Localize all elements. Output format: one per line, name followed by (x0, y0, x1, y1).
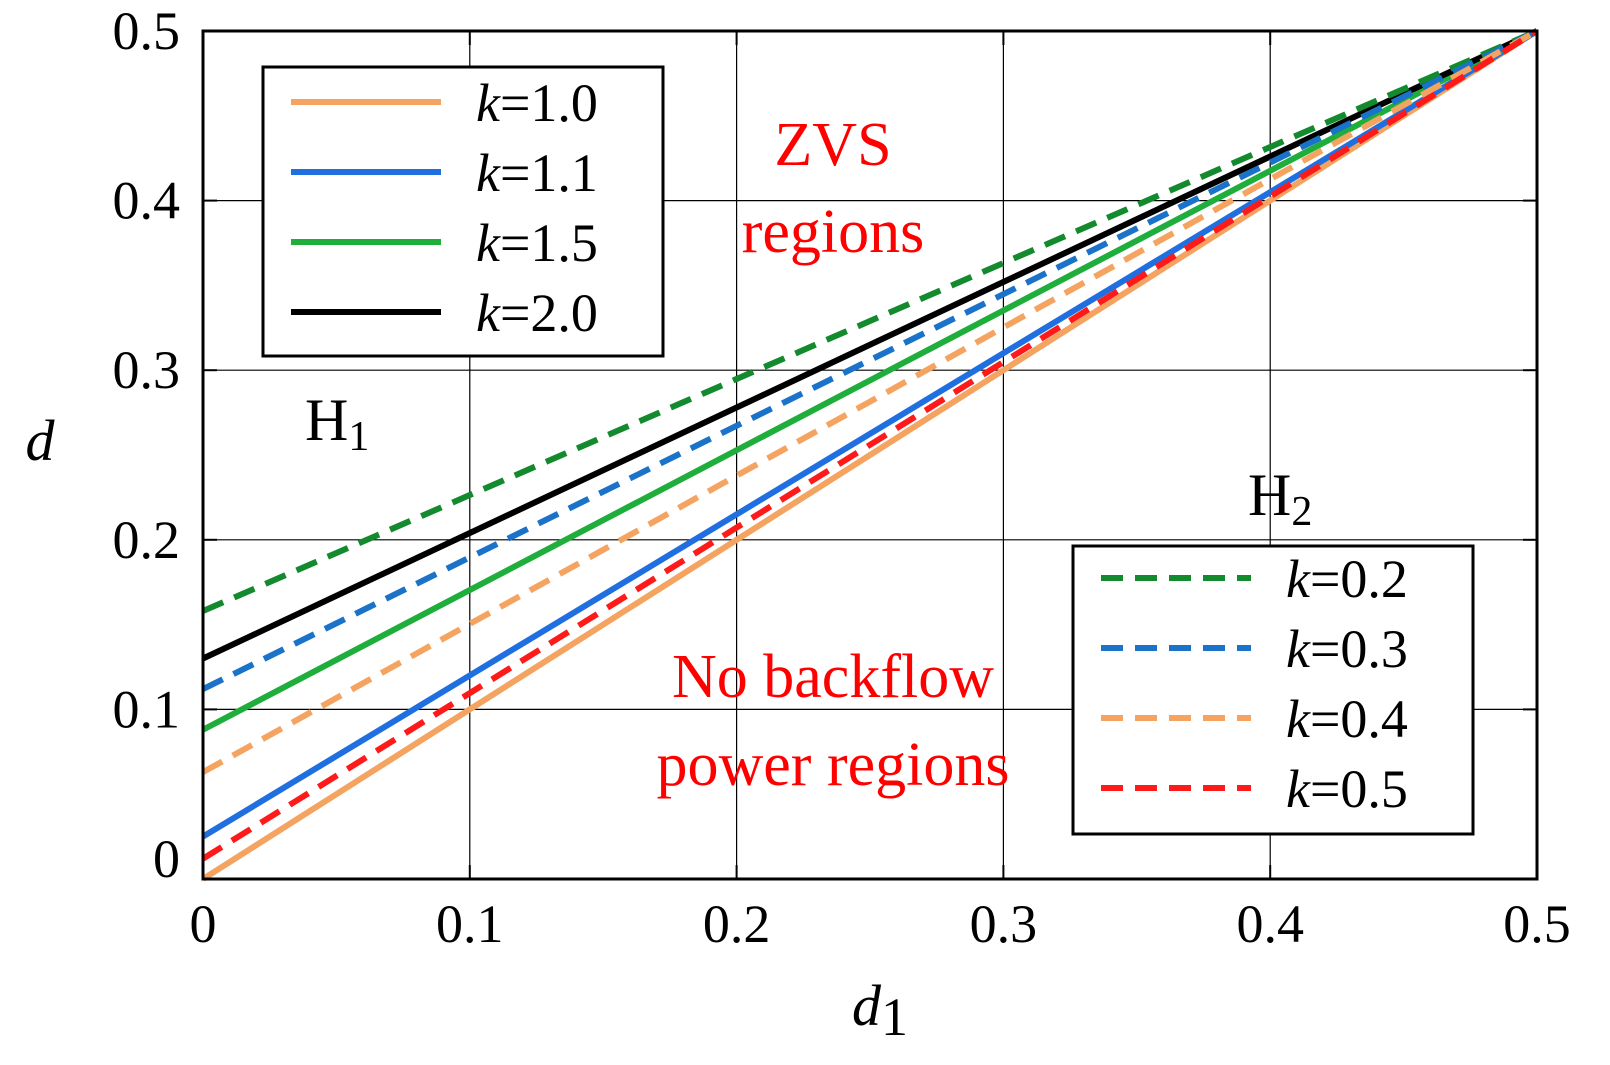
legend-label: k=0.5 (1286, 759, 1408, 819)
series-line-k-0-5 (201, 28, 1539, 862)
y-axis-ticks: 0 0.1 0.2 0.3 0.4 0.5 (113, 1, 1537, 889)
legend-solid-box (261, 65, 665, 358)
legend-label: k=0.3 (1286, 619, 1408, 679)
y-tick-label: 0.2 (113, 510, 181, 570)
x-tick-label: 0.3 (970, 894, 1038, 954)
h1-label: H1 (305, 387, 369, 460)
x-tick-label: 0.1 (436, 894, 504, 954)
y-tick-label: 0.1 (113, 679, 181, 739)
legend-dashed: k=0.2 k=0.3 k=0.4 k=0.5 (1071, 544, 1475, 836)
h2-label: H2 (1248, 462, 1312, 535)
series-line-k-0-2 (201, 28, 1539, 614)
x-tick-label: 0.2 (703, 894, 771, 954)
no-backflow-label-line2: power regions (657, 731, 1010, 799)
legend-label: k=1.0 (476, 73, 598, 133)
legend-label: k=1.1 (476, 143, 598, 203)
legend-dashed-box (1071, 544, 1475, 836)
series-lines (201, 28, 1539, 882)
series-line-k-0-4 (201, 28, 1539, 775)
zvs-region-label-line2: regions (742, 198, 925, 266)
y-tick-label: 0.4 (113, 171, 181, 231)
x-tick-label: 0 (190, 894, 217, 954)
x-axis-label: d1 (852, 973, 908, 1047)
y-tick-label: 0 (153, 829, 180, 889)
legend-label: k=1.5 (476, 213, 598, 273)
legend-label: k=0.4 (1286, 689, 1408, 749)
x-axis-ticks: 0 0.1 0.2 0.3 0.4 0.5 (190, 31, 1571, 954)
no-backflow-label-line1: No backflow (672, 643, 994, 711)
legend-label: k=2.0 (476, 283, 598, 343)
x-tick-label: 0.4 (1236, 894, 1304, 954)
y-tick-label: 0.5 (113, 1, 181, 61)
zvs-region-label-line1: ZVS (774, 111, 891, 179)
series-line-k-2-0 (201, 28, 1539, 662)
legend-label: k=0.2 (1286, 549, 1408, 609)
legend-solid: k=1.0 k=1.1 k=1.5 k=2.0 (261, 65, 665, 358)
y-tick-label: 0.3 (113, 340, 181, 400)
x-tick-label: 0.5 (1503, 894, 1571, 954)
series-line-k-0-3 (201, 28, 1539, 692)
plot-frame (201, 29, 1539, 881)
series-line-k-1-5 (201, 28, 1539, 733)
series-line-k-1-1 (201, 28, 1539, 840)
y-axis-label: d (26, 408, 56, 473)
